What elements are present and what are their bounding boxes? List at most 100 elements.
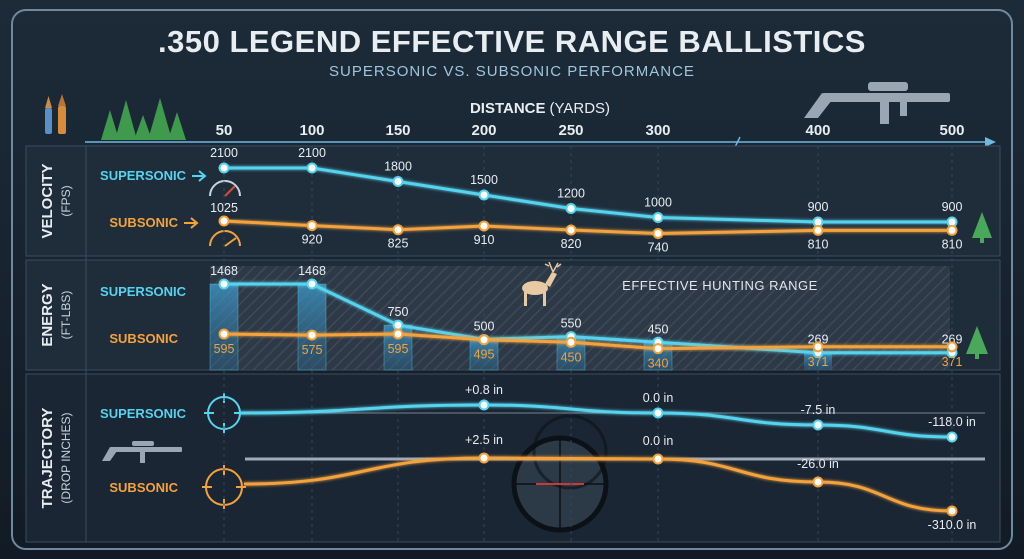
data-point	[218, 162, 230, 174]
data-point	[946, 505, 958, 517]
series-label-supersonic: SUPERSONIC	[100, 284, 187, 299]
data-label: -7.5 in	[801, 403, 836, 417]
data-label: 340	[648, 357, 669, 371]
x-tick-label: 250	[558, 122, 583, 139]
data-point	[392, 328, 404, 340]
data-label: 575	[302, 343, 323, 357]
x-tick-label: 500	[939, 122, 964, 139]
data-label: 0.0 in	[643, 434, 674, 448]
data-label: 1800	[384, 160, 412, 174]
data-point	[652, 212, 664, 223]
data-point	[306, 162, 318, 174]
data-label: 595	[214, 342, 235, 356]
data-point	[652, 227, 664, 239]
data-point	[478, 334, 490, 346]
data-label: 2100	[298, 146, 326, 160]
data-point	[306, 329, 318, 341]
energy-bar	[297, 283, 327, 371]
data-point	[652, 453, 664, 465]
data-label: 740	[648, 240, 669, 254]
x-tick-label: 200	[471, 122, 496, 139]
data-label: -118.0 in	[928, 415, 976, 429]
data-point	[218, 215, 230, 227]
panel-title-velocity: VELOCITY	[39, 163, 56, 238]
series-label-subsonic: SUBSONIC	[109, 480, 178, 495]
data-label: 1468	[210, 264, 238, 278]
data-point	[478, 452, 490, 464]
data-point	[306, 220, 318, 232]
scope-reticle-icon	[511, 414, 609, 533]
series-line-supersonic	[224, 166, 952, 224]
series-label-supersonic: SUPERSONIC	[100, 168, 187, 183]
data-label: 550	[561, 317, 582, 331]
data-label: 1500	[470, 173, 498, 187]
series-line-subsonic	[243, 456, 953, 513]
x-tick-label: 50	[216, 122, 233, 139]
x-axis-title: DISTANCE (YARDS)	[470, 100, 610, 117]
data-label: 269	[942, 333, 963, 347]
data-point	[652, 343, 664, 355]
data-point	[565, 203, 577, 214]
data-label: 825	[388, 237, 409, 251]
panel-unit-energy: (FT-LBS)	[59, 291, 73, 340]
data-point	[565, 336, 577, 348]
data-point	[812, 341, 824, 353]
data-label: 269	[808, 333, 829, 347]
data-label: 495	[474, 348, 495, 362]
x-axis-arrow	[985, 137, 996, 147]
deer-icon	[522, 261, 562, 306]
rifle-icon	[804, 82, 950, 124]
data-label: 371	[942, 355, 963, 369]
data-label: 0.0 in	[643, 391, 674, 405]
data-label: 1200	[557, 187, 585, 201]
energy-bar	[804, 352, 832, 370]
data-label: +2.5 in	[465, 433, 503, 447]
data-point	[392, 224, 404, 236]
data-label: 900	[808, 200, 829, 214]
data-label: 1468	[298, 264, 326, 278]
chart-title: .350 LEGEND EFFECTIVE RANGE BALLISTICS	[158, 24, 866, 59]
data-label: -310.0 in	[928, 518, 977, 532]
data-label: 500	[474, 319, 495, 333]
data-point	[392, 176, 404, 187]
data-label: 910	[474, 233, 495, 247]
panel-unit-velocity: (FPS)	[59, 185, 73, 216]
data-label: -26.0 in	[797, 457, 839, 471]
x-tick-label: 400	[805, 122, 830, 139]
data-label: 820	[561, 237, 582, 251]
series-arrows	[184, 170, 207, 229]
data-point	[565, 224, 577, 236]
data-point	[946, 431, 958, 443]
data-point	[478, 189, 490, 201]
data-point	[478, 399, 490, 411]
data-point	[946, 341, 958, 353]
data-point	[306, 278, 318, 290]
panel-title-trajectory: TRAJECTORY	[39, 408, 56, 509]
speedometer-icon	[209, 230, 241, 247]
panel-title-energy: ENERGY	[39, 283, 56, 346]
data-point	[812, 476, 824, 488]
data-point	[218, 328, 230, 340]
data-label: 810	[808, 237, 829, 251]
data-label: 1025	[210, 201, 238, 215]
data-point	[652, 407, 664, 419]
data-label: 2100	[210, 146, 238, 160]
data-point	[812, 224, 824, 236]
series-line-supersonic	[239, 403, 953, 439]
data-label: 1000	[644, 196, 672, 210]
data-label: 371	[808, 355, 829, 369]
data-label: 920	[302, 233, 323, 247]
series-line-subsonic	[223, 332, 952, 351]
tree-icon	[972, 212, 992, 243]
x-tick-label: 150	[385, 122, 410, 139]
pine-trees-icon	[101, 98, 186, 140]
data-label: 810	[942, 237, 963, 251]
energy-bar	[209, 283, 239, 371]
data-point	[946, 224, 958, 236]
chart-subtitle: SUPERSONIC VS. SUBSONIC PERFORMANCE	[329, 63, 695, 80]
rifle-cartridges-icon	[45, 94, 66, 134]
tree-icon	[966, 326, 988, 359]
x-tick-label: 300	[645, 122, 670, 139]
data-point	[812, 419, 824, 431]
